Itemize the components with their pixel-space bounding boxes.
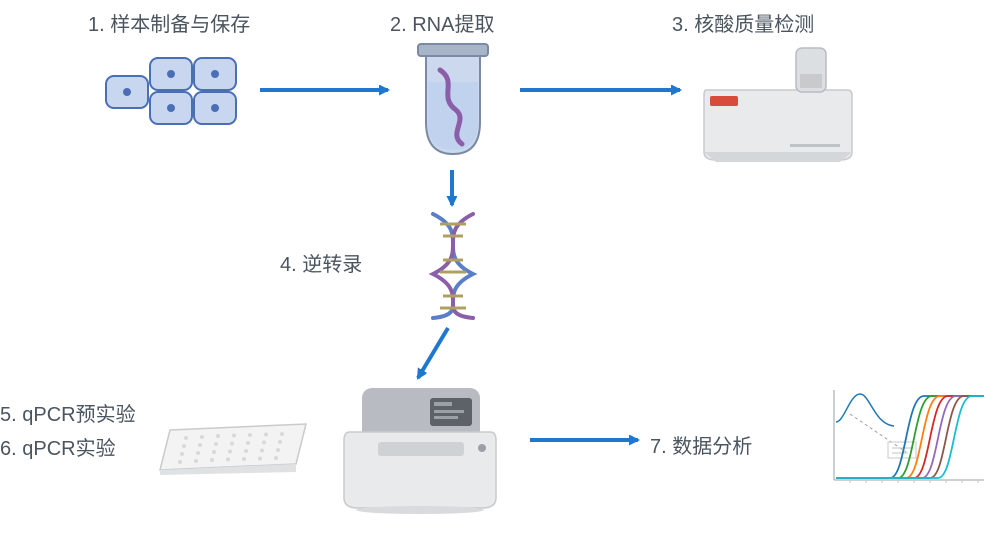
dna-helix-icon [418,210,488,320]
qpcr-instrument-icon [340,380,500,515]
arrow-4-56 [418,328,448,378]
step6-label: 6. qPCR实验 [0,432,116,461]
step1-label: 1. 样本制备与保存 [88,8,250,37]
data-chart-icon [820,380,990,495]
nanodrop-instrument-icon [700,44,855,164]
cells-icon [100,48,240,138]
step2-label: 2. RNA提取 [390,8,494,37]
step5-label: 5. qPCR预实验 [0,398,136,427]
well-plate-icon [158,420,308,475]
tube-rna-icon [408,42,498,162]
step4-label: 4. 逆转录 [280,248,362,277]
step7-label: 7. 数据分析 [650,430,752,459]
step3-label: 3. 核酸质量检测 [672,8,814,37]
